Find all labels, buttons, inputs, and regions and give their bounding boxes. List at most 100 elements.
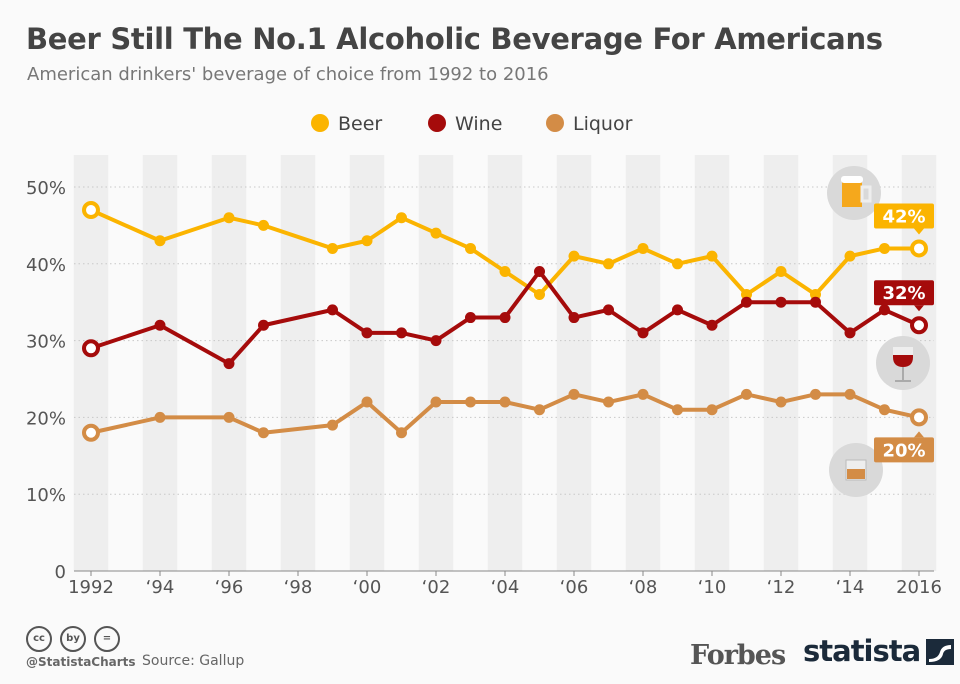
data-point-wine [603, 304, 614, 316]
x-tick-label: ‘14 [836, 577, 865, 598]
mug-handle [860, 185, 872, 203]
wine-glass-icon [876, 336, 930, 390]
data-point-wine [810, 296, 821, 308]
x-tick-label: ‘00 [353, 577, 382, 598]
data-point-liquor [844, 388, 856, 400]
data-point-beer [396, 212, 407, 224]
data-point-beer [844, 250, 856, 262]
y-tick-label: 50% [26, 178, 66, 199]
end-label-pointer [914, 431, 924, 438]
legend-marker-liquor [546, 114, 564, 132]
data-point-beer [603, 258, 614, 270]
x-tick-label: ‘10 [698, 577, 727, 598]
x-tick-label: ‘02 [422, 577, 451, 598]
data-point-wine [396, 327, 407, 339]
end-label-bg-beer [874, 203, 934, 229]
y-tick-label: 0 [55, 562, 66, 583]
series-line-liquor [90, 392, 920, 435]
data-point-wine [361, 327, 373, 339]
data-point-liquor [154, 411, 166, 423]
data-point-wine [775, 296, 787, 308]
year-band [625, 155, 661, 571]
end-label-bg-liquor [874, 437, 934, 463]
data-point-liquor [361, 396, 373, 408]
end-label-bg-wine [874, 280, 934, 306]
legend-label-liquor: Liquor [573, 113, 633, 135]
data-point-liquor [741, 388, 752, 400]
end-label-liquor: 20% [882, 440, 925, 461]
y-tick-label: 10% [26, 485, 66, 506]
data-point-beer [82, 201, 100, 220]
statista-logo-mark [926, 639, 955, 665]
data-point-beer [258, 219, 269, 231]
data-point-wine [672, 304, 683, 316]
statista-handle[interactable]: @StatistaCharts [26, 655, 136, 669]
data-point-wine [465, 312, 476, 324]
year-band [694, 155, 730, 571]
x-tick-label: ‘08 [629, 577, 658, 598]
x-tick-label: ‘06 [560, 577, 589, 598]
data-point-liquor [430, 396, 442, 408]
year-band [73, 155, 109, 571]
no-derivatives-icon: = [94, 626, 120, 652]
data-point-beer [810, 289, 821, 301]
year-band [418, 155, 454, 571]
data-point-beer [327, 242, 338, 254]
y-tick-label: 20% [26, 408, 66, 429]
year-band [142, 155, 178, 571]
data-point-liquor [327, 419, 338, 431]
data-point-beer [154, 235, 166, 247]
data-point-liquor [910, 408, 928, 427]
glass-stem [902, 367, 904, 381]
end-label-beer: 42% [882, 206, 925, 227]
x-tick-label: ‘98 [284, 577, 313, 598]
data-point-liquor [706, 404, 718, 416]
glass-base [895, 380, 911, 382]
end-label-wine: 32% [882, 283, 925, 304]
year-band [556, 155, 592, 571]
data-point-liquor [672, 404, 683, 416]
data-point-wine [568, 312, 580, 324]
data-point-wine [154, 319, 166, 331]
mug-body [842, 181, 862, 207]
year-band [763, 155, 799, 571]
data-point-wine [844, 327, 856, 339]
x-tick-label: ‘12 [767, 577, 796, 598]
wine-fill [893, 355, 913, 367]
end-label-pointer [914, 305, 924, 312]
data-point-liquor [499, 396, 511, 408]
series-line-wine [90, 269, 920, 366]
x-tick-label: 1992 [68, 577, 114, 598]
data-point-liquor [603, 396, 614, 408]
data-point-beer [430, 227, 442, 239]
statista-logo: statista [803, 634, 955, 668]
data-point-wine [327, 304, 338, 316]
year-band [280, 155, 316, 571]
data-point-wine [534, 265, 545, 277]
data-point-liquor [810, 388, 821, 400]
data-point-wine [82, 339, 100, 358]
data-point-wine [223, 358, 235, 370]
whiskey-glass-icon [829, 443, 883, 497]
data-point-liquor [637, 388, 649, 400]
mug-foam [841, 176, 863, 183]
data-point-liquor [534, 404, 545, 416]
data-point-beer [910, 239, 928, 258]
data-point-beer [499, 265, 511, 277]
data-point-beer [706, 250, 718, 262]
data-point-wine [499, 312, 511, 324]
source-text: Source: Gallup [142, 653, 245, 669]
legend-label-wine: Wine [455, 113, 502, 135]
data-point-beer [465, 242, 476, 254]
data-point-liquor [258, 427, 269, 439]
y-tick-label: 40% [26, 255, 66, 276]
data-point-liquor [82, 423, 100, 442]
data-point-liquor [223, 411, 235, 423]
beer-mug-icon [827, 166, 881, 220]
data-point-liquor [879, 404, 890, 416]
end-label-pointer [914, 228, 924, 235]
creative-commons-icon: cc [26, 626, 52, 652]
data-point-liquor [396, 427, 407, 439]
data-point-beer [637, 242, 649, 254]
